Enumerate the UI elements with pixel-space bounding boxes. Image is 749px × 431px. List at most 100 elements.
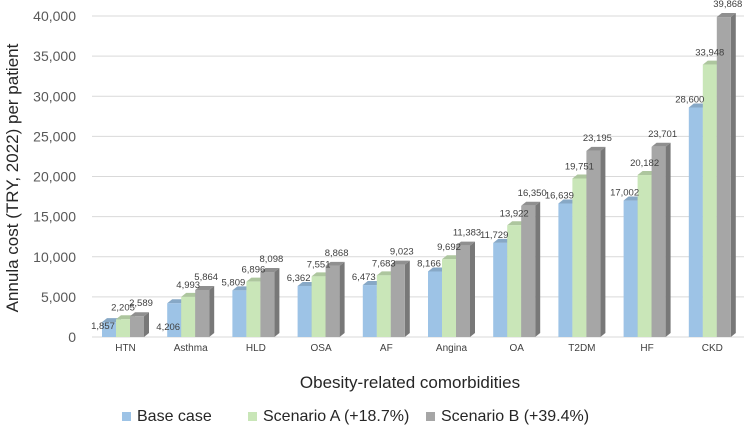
data-label: 19,751 xyxy=(565,161,594,172)
data-label: 16,639 xyxy=(545,190,574,201)
bar-front xyxy=(376,275,391,337)
data-label: 5,809 xyxy=(222,277,246,288)
bar xyxy=(390,260,410,337)
legend-label: Base case xyxy=(137,408,212,425)
bar-top xyxy=(521,201,541,206)
y-tick-label: 15,000 xyxy=(33,209,76,225)
bars xyxy=(102,13,736,338)
data-label: 8,166 xyxy=(417,258,441,269)
bar-side xyxy=(730,13,736,338)
data-label: 7,551 xyxy=(307,259,331,270)
bar-front xyxy=(716,17,731,338)
y-axis-title: Annula cost (TRY, 2022) per patient xyxy=(3,43,22,312)
data-label: 2,589 xyxy=(129,298,153,309)
bar-front xyxy=(102,322,116,337)
category-label: Asthma xyxy=(174,343,208,354)
data-label: 23,701 xyxy=(648,129,677,140)
bar-top xyxy=(325,261,345,266)
bar-side xyxy=(339,261,345,337)
data-label: 9,023 xyxy=(390,247,414,258)
bar xyxy=(521,201,541,337)
bar-front xyxy=(195,289,210,337)
legend-item: Scenario B (+39.4%) xyxy=(426,408,589,425)
bar-front xyxy=(558,203,573,337)
bar-side xyxy=(600,146,606,337)
bar-top xyxy=(716,13,736,18)
legend-swatch xyxy=(248,412,257,421)
category-label: HF xyxy=(640,343,653,354)
y-tick-label: 25,000 xyxy=(33,128,76,144)
data-label: 28,600 xyxy=(675,94,704,105)
legend-label: Scenario A (+18.7%) xyxy=(263,408,409,425)
legend-item: Base case xyxy=(122,408,212,425)
data-label: 17,002 xyxy=(610,188,639,199)
bar-front xyxy=(260,272,275,337)
data-label: 1,857 xyxy=(91,321,115,332)
data-label: 9,692 xyxy=(437,242,461,253)
category-label: HLD xyxy=(246,343,266,354)
bar-front xyxy=(507,225,522,337)
bar-side xyxy=(470,241,475,337)
legend: Base case Scenario A (+18.7%) Scenario B (… xyxy=(122,408,589,425)
data-label: 23,195 xyxy=(583,133,612,144)
data-label: 7,683 xyxy=(372,258,396,269)
legend-swatch xyxy=(122,412,131,421)
bar-front xyxy=(623,200,638,337)
bar-side xyxy=(404,260,410,337)
bar-front xyxy=(181,296,196,337)
bar-front xyxy=(493,242,508,337)
category-label: OA xyxy=(509,343,524,354)
bar-front xyxy=(586,150,601,337)
x-axis-title: Obesity-related comorbidities xyxy=(300,373,520,392)
category-label: Angina xyxy=(436,343,468,354)
category-label: T2DM xyxy=(568,343,595,354)
data-label: 6,362 xyxy=(287,273,311,284)
category-labels: HTN Asthma HLD OSA AF Angina OA T2DM HF CKD xyxy=(115,343,723,354)
category-label: HTN xyxy=(115,343,136,354)
bar xyxy=(716,13,736,338)
legend-swatch xyxy=(426,412,435,421)
legend-label: Scenario B (+39.4%) xyxy=(441,408,589,425)
bar-front xyxy=(521,205,536,337)
bar-top xyxy=(195,285,215,290)
y-tick-label: 35,000 xyxy=(33,48,76,64)
data-label: 13,922 xyxy=(500,208,529,219)
data-label: 6,473 xyxy=(352,272,376,283)
y-tick-label: 0 xyxy=(68,329,76,345)
bar-front xyxy=(442,259,456,337)
bar xyxy=(456,241,475,337)
bar-front xyxy=(311,276,326,337)
bar xyxy=(195,285,215,337)
data-label: 11,383 xyxy=(453,228,481,239)
bar-side xyxy=(209,285,215,337)
data-label: 4,993 xyxy=(176,280,200,291)
data-label: 20,182 xyxy=(630,158,659,169)
bar-front xyxy=(702,64,717,338)
bar-front xyxy=(390,264,405,337)
data-label: 11,729 xyxy=(480,230,508,241)
bar-front xyxy=(246,281,261,337)
bar xyxy=(130,312,149,337)
bar-top xyxy=(456,241,475,246)
bar-side xyxy=(274,268,280,337)
y-tick-label: 5,000 xyxy=(41,289,76,305)
bar-front xyxy=(428,271,442,337)
bar-front xyxy=(637,175,652,337)
bar-front xyxy=(456,245,470,337)
data-label: 5,864 xyxy=(194,272,218,283)
bar-top xyxy=(390,260,410,265)
bar-front xyxy=(232,290,247,337)
data-label: 39,868 xyxy=(713,0,742,10)
bar-front xyxy=(297,285,312,337)
y-axis-ticks: 0 5,000 10,000 15,000 20,000 25,000 30,000 35,0… xyxy=(33,8,76,345)
bar-side xyxy=(665,142,671,337)
category-label: OSA xyxy=(311,343,332,354)
bar-front xyxy=(325,265,340,337)
data-label: 8,868 xyxy=(325,248,349,259)
bar-side xyxy=(144,312,149,337)
bar-top xyxy=(260,268,280,273)
bar-front xyxy=(688,107,703,337)
bar-top xyxy=(651,142,671,147)
